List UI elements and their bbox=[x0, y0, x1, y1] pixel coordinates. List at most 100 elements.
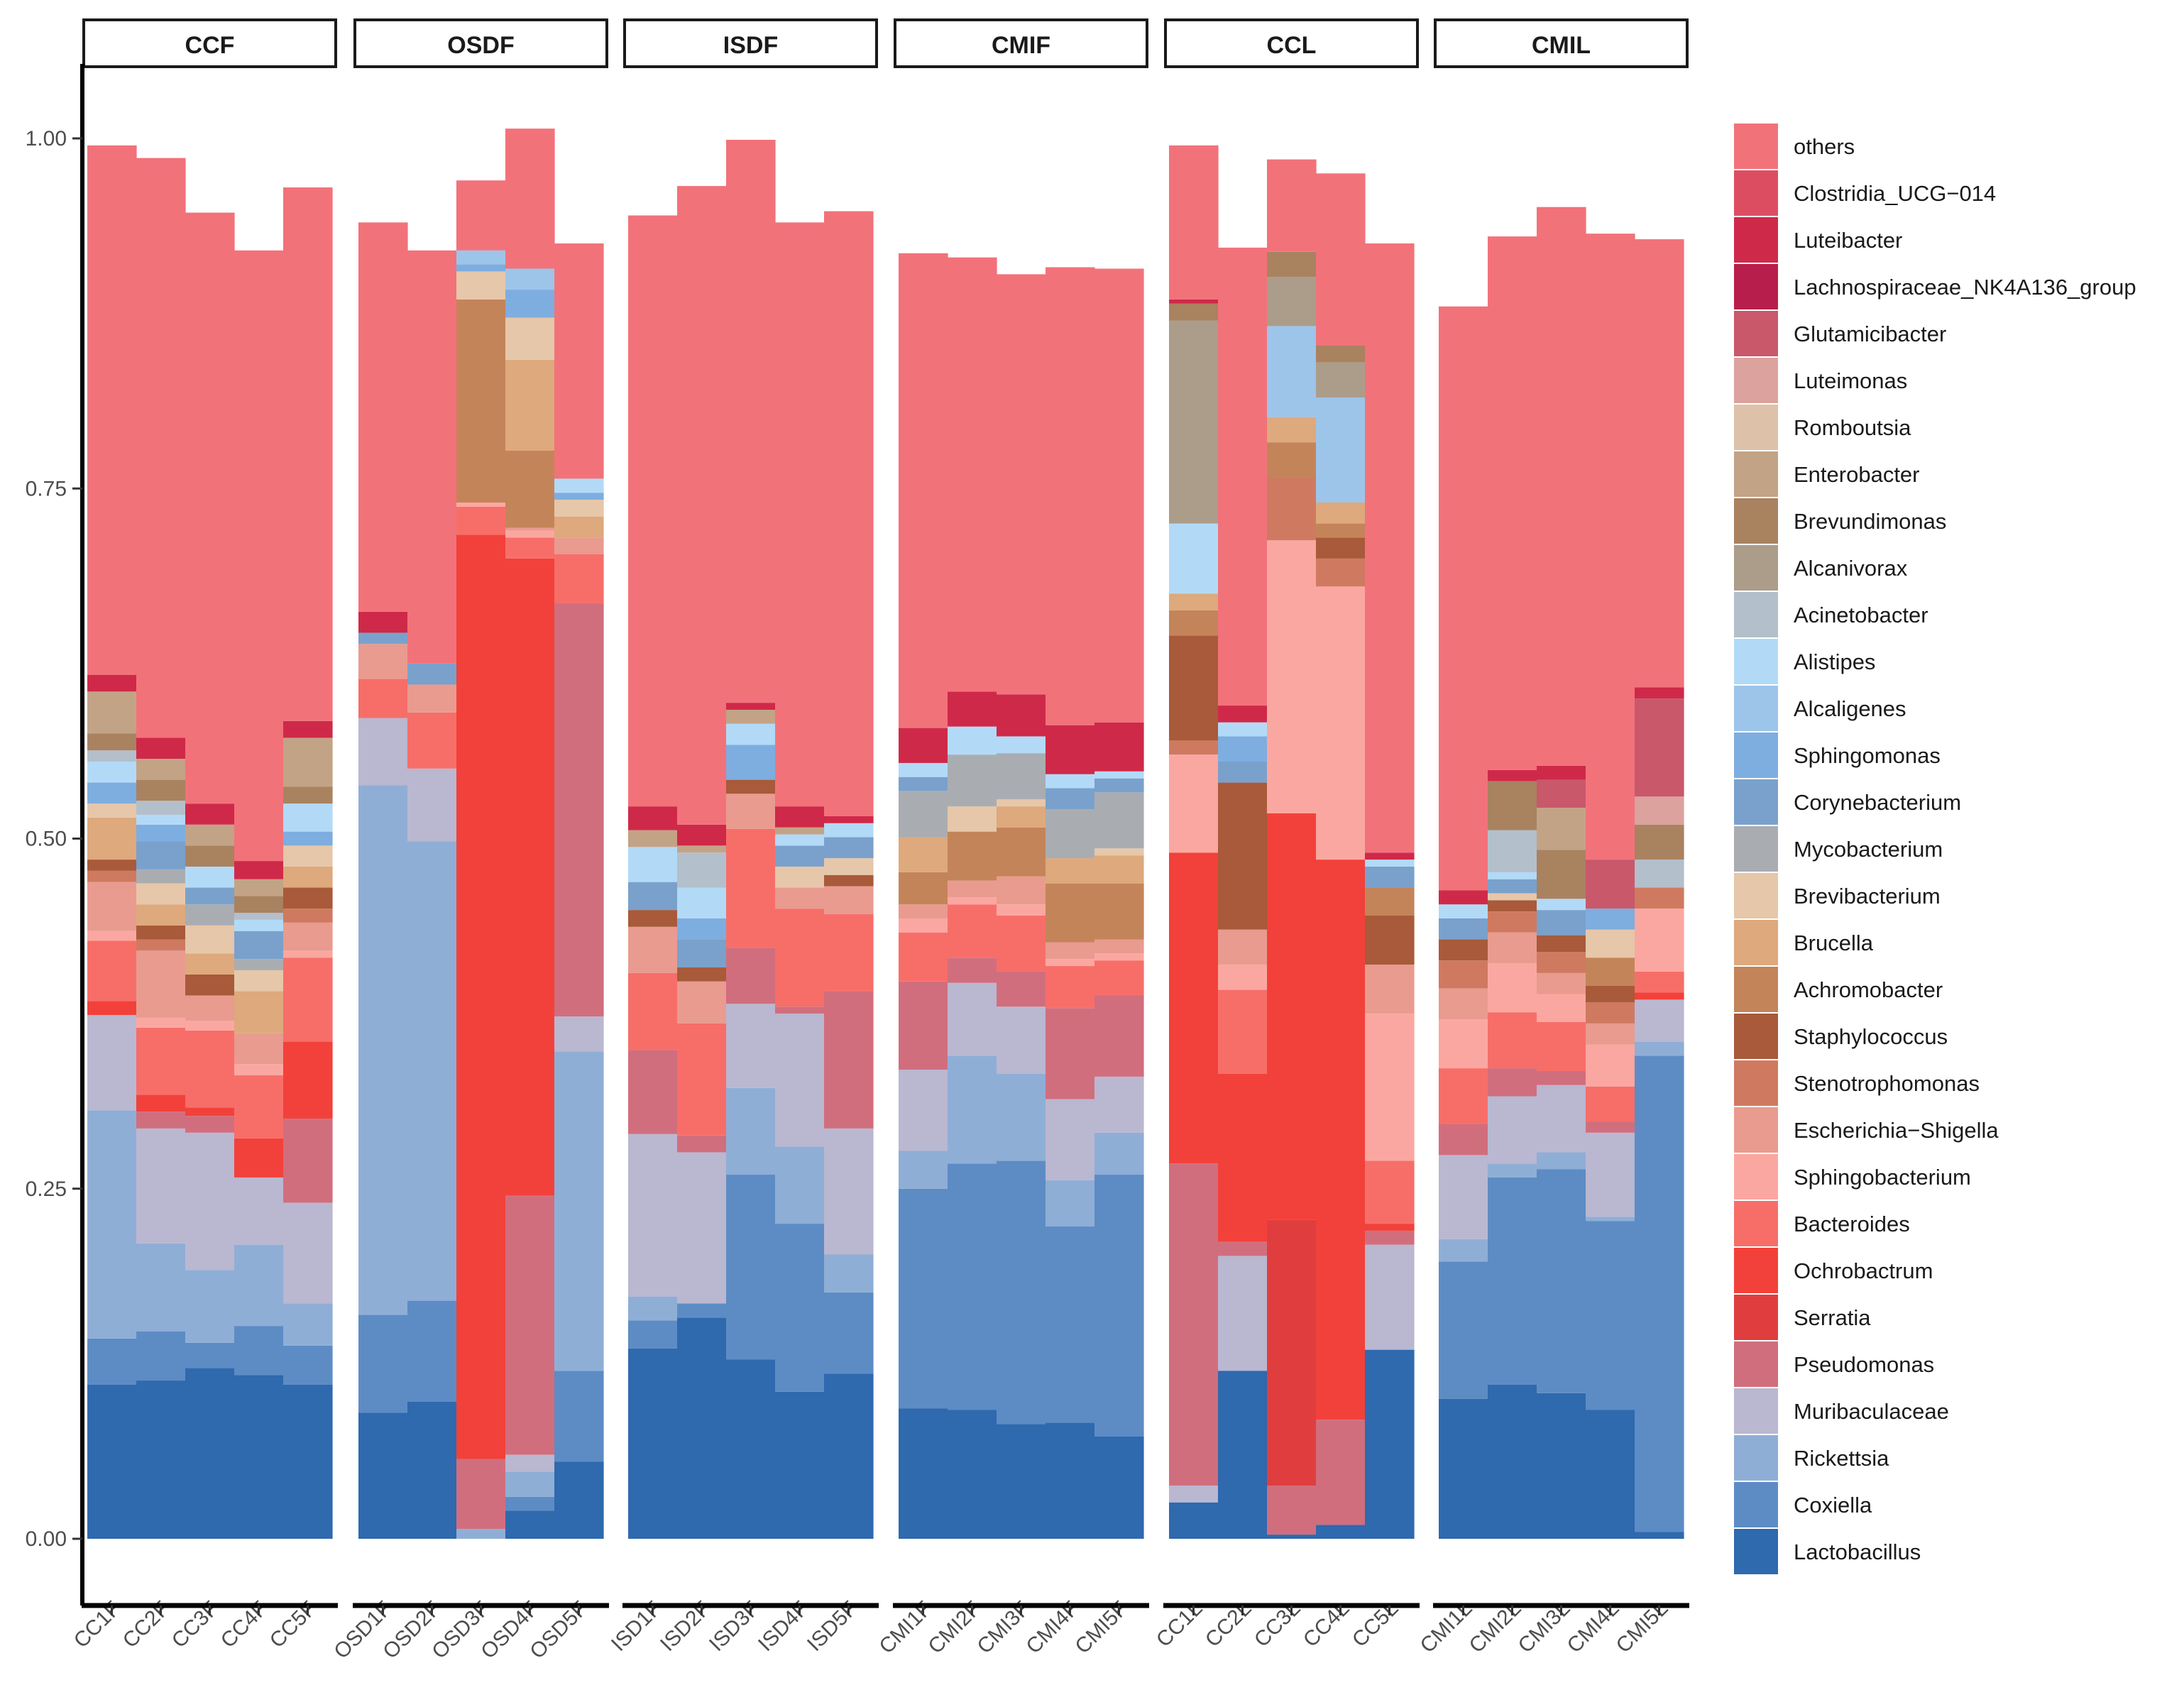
bar-cc5f-enterobacter bbox=[283, 737, 333, 787]
bar-cmi3f-luteibacter bbox=[997, 694, 1046, 737]
bar-cmi4f-bacteroides bbox=[1046, 966, 1095, 1009]
bar-cc4l-staphylococcus bbox=[1316, 537, 1366, 559]
bar-cmi3f-escherichia-shigella bbox=[997, 876, 1046, 905]
bar-cmi3l-rickettsia bbox=[1537, 1152, 1586, 1170]
bar-cc1l-alistipes bbox=[1169, 523, 1219, 594]
bar-cc3f-bacteroides bbox=[185, 1030, 235, 1108]
bar-osd4f-rickettsia bbox=[505, 1471, 555, 1497]
bar-cmi5l-lactobacillus bbox=[1635, 1532, 1684, 1539]
bar-cc1f-staphylococcus bbox=[87, 860, 137, 871]
bar-cmi5l-others bbox=[1635, 239, 1684, 688]
bar-cmi2f-luteibacter bbox=[948, 691, 997, 727]
bar-cc5f-brevundimonas bbox=[283, 786, 333, 804]
bar-cc1l-brucella bbox=[1169, 593, 1219, 610]
bar-cmi3l-brevundimonas bbox=[1537, 850, 1586, 899]
bar-cmi5l-bacteroides bbox=[1635, 971, 1684, 993]
bar-cmi4l-muribaculaceae bbox=[1586, 1132, 1635, 1217]
bar-cmi4f-coxiella bbox=[1046, 1226, 1095, 1423]
bar-cmi4f-escherichia-shigella bbox=[1046, 942, 1095, 960]
bar-cc4l-brucella bbox=[1316, 502, 1366, 524]
bar-osd3f-bacteroides bbox=[456, 506, 506, 535]
bar-cmi2f-sphingobacterium bbox=[948, 897, 997, 905]
bar-cmi5f-corynebacterium bbox=[1094, 778, 1144, 793]
bar-cmi2l-pseudomonas bbox=[1488, 1068, 1537, 1097]
bar-cc5f-ochrobactrum bbox=[283, 1041, 333, 1119]
bar-cc5l-ochrobactrum bbox=[1365, 1224, 1415, 1231]
bar-cc3l-brucella bbox=[1267, 417, 1317, 443]
legend-label-lachnospiraceae-nk4a136-group: Lachnospiraceae_NK4A136_group bbox=[1794, 275, 2136, 300]
bar-cc2l-corynebacterium bbox=[1218, 761, 1268, 783]
bar-cmi1f-bacteroides bbox=[899, 932, 948, 982]
bar-cmi5f-lactobacillus bbox=[1094, 1436, 1144, 1539]
bar-cmi2l-stenotrophomonas bbox=[1488, 911, 1537, 933]
bar-isd5f-pseudomonas bbox=[824, 991, 874, 1129]
bar-cmi4f-lactobacillus bbox=[1046, 1422, 1095, 1539]
legend-label-staphylococcus: Staphylococcus bbox=[1794, 1024, 1948, 1049]
legend-key-muribaculaceae bbox=[1734, 1388, 1778, 1434]
legend-label-brevundimonas: Brevundimonas bbox=[1794, 509, 1946, 534]
bar-osd1f-lactobacillus bbox=[358, 1412, 408, 1539]
bar-cmi1l-alistipes bbox=[1439, 904, 1488, 918]
bar-osd3f-rickettsia bbox=[456, 1529, 506, 1539]
bar-cmi3l-muribaculaceae bbox=[1537, 1085, 1586, 1153]
legend-key-enterobacter bbox=[1734, 451, 1778, 497]
bar-cmi5f-others bbox=[1094, 268, 1144, 723]
bar-cc4l-brevundimonas bbox=[1316, 346, 1366, 363]
bar-cmi1f-alistipes bbox=[899, 762, 948, 777]
legend-label-serratia: Serratia bbox=[1794, 1305, 1871, 1330]
bar-isd5f-coxiella bbox=[824, 1292, 874, 1374]
legend-label-mycobacterium: Mycobacterium bbox=[1794, 837, 1943, 862]
bar-cmi5f-alistipes bbox=[1094, 771, 1144, 779]
bar-cmi2l-luteibacter bbox=[1488, 769, 1537, 781]
bar-cc2f-brevundimonas bbox=[136, 779, 186, 801]
bar-cc1l-lactobacillus bbox=[1169, 1502, 1219, 1539]
bar-cc2l-escherichia-shigella bbox=[1218, 929, 1268, 965]
bar-cc5f-brevibacterium bbox=[283, 845, 333, 867]
bar-cmi2l-alistipes bbox=[1488, 872, 1537, 879]
legend-label-bacteroides: Bacteroides bbox=[1794, 1212, 1910, 1236]
legend-label-alcanivorax: Alcanivorax bbox=[1794, 556, 1908, 581]
bar-cmi5f-muribaculaceae bbox=[1094, 1076, 1144, 1133]
bar-osd1f-muribaculaceae bbox=[358, 718, 408, 786]
bar-cmi2f-coxiella bbox=[948, 1163, 997, 1410]
bar-cc5l-lactobacillus bbox=[1365, 1349, 1415, 1539]
bar-osd4f-sphingomonas bbox=[505, 290, 555, 318]
bar-cc1f-brevibacterium bbox=[87, 803, 137, 818]
bar-cc4f-lactobacillus bbox=[234, 1375, 284, 1539]
bar-osd3f-sphingomonas bbox=[456, 264, 506, 272]
bar-cc3f-pseudomonas bbox=[185, 1116, 235, 1133]
bar-cmi3f-alistipes bbox=[997, 736, 1046, 754]
legend-label-clostridia-ucg-014: Clostridia_UCG−014 bbox=[1794, 181, 1996, 206]
bar-cc1f-ochrobactrum bbox=[87, 1001, 137, 1016]
legend-label-luteimonas: Luteimonas bbox=[1794, 368, 1907, 393]
bar-isd3f-coxiella bbox=[726, 1175, 776, 1360]
bar-osd5f-alistipes bbox=[554, 478, 604, 493]
bar-cmi5f-escherichia-shigella bbox=[1094, 939, 1144, 954]
y-tick-label: 0.25 bbox=[26, 1178, 67, 1201]
bar-cc2f-sphingobacterium bbox=[136, 1018, 186, 1028]
bar-cmi5f-mycobacterium bbox=[1094, 792, 1144, 849]
bar-cc1f-muribaculaceae bbox=[87, 1015, 137, 1111]
bar-osd3f-others bbox=[456, 180, 506, 251]
bar-osd2f-muribaculaceae bbox=[407, 768, 457, 842]
bar-isd4f-muribaculaceae bbox=[775, 1014, 825, 1147]
bar-cc3l-ochrobactrum bbox=[1267, 813, 1317, 1220]
bar-osd2f-corynebacterium bbox=[407, 663, 457, 685]
bar-cmi3l-bacteroides bbox=[1537, 1021, 1586, 1072]
bar-cmi3f-brevibacterium bbox=[997, 799, 1046, 807]
bar-cmi5f-coxiella bbox=[1094, 1175, 1144, 1437]
bar-cmi4l-bacteroides bbox=[1586, 1086, 1635, 1122]
bar-osd5f-rickettsia bbox=[554, 1051, 604, 1371]
bar-cc2l-ochrobactrum bbox=[1218, 1073, 1268, 1242]
bar-cc1l-luteibacter bbox=[1169, 299, 1219, 304]
bar-cc2f-corynebacterium bbox=[136, 841, 186, 869]
bar-isd5f-escherichia-shigella bbox=[824, 886, 874, 915]
bar-osd5f-coxiella bbox=[554, 1371, 604, 1462]
bar-cc1l-muribaculaceae bbox=[1169, 1486, 1219, 1503]
bar-cmi1f-lactobacillus bbox=[899, 1408, 948, 1539]
bar-cc1l-achromobacter bbox=[1169, 610, 1219, 636]
bar-cmi5l-muribaculaceae bbox=[1635, 999, 1684, 1042]
bar-isd2f-luteibacter bbox=[677, 824, 727, 846]
facet-strip-cmif bbox=[894, 18, 1148, 68]
